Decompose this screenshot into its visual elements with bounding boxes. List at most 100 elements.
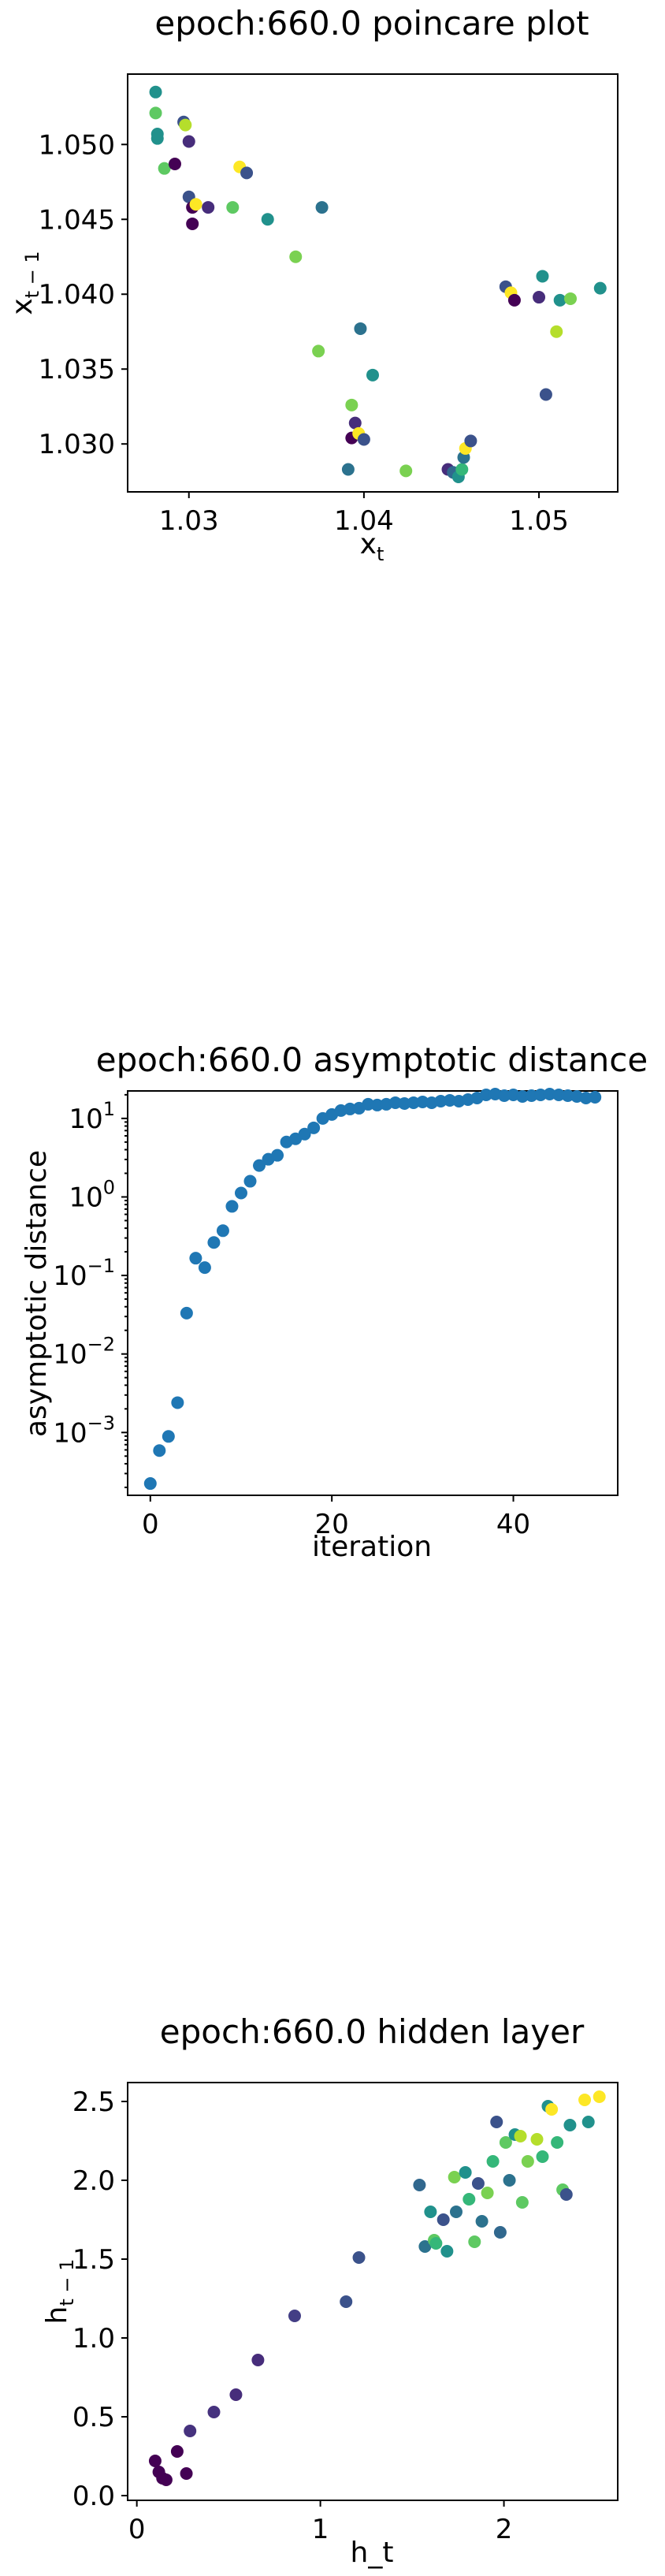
x-ticks: 0 1 2 <box>128 2500 513 2545</box>
scatter-point <box>563 2119 577 2131</box>
scatter-point <box>149 85 162 99</box>
scatter-point <box>149 106 162 120</box>
y-tick-label: 1.045 <box>39 204 115 236</box>
scatter-point <box>370 1098 384 1111</box>
scatter-point <box>189 1252 202 1265</box>
scatter-point <box>354 322 367 335</box>
scatter-point <box>153 1444 166 1457</box>
scatter-point <box>437 2213 450 2226</box>
scatter-point <box>486 2155 500 2168</box>
scatter-point <box>180 2467 193 2480</box>
x-tick-label: 0 <box>142 1509 159 1540</box>
scatter-point <box>413 2179 426 2191</box>
y-axis-label: asymptotic distance <box>20 1150 53 1437</box>
scatter-point <box>418 2240 432 2253</box>
scatter-point <box>475 2215 489 2228</box>
scatter-point <box>593 2090 606 2103</box>
scatter-point <box>143 1477 157 1491</box>
x-tick-label: 1.03 <box>159 505 219 537</box>
scatter-point <box>429 2237 443 2250</box>
scatter-point <box>158 162 171 175</box>
y-ticks: 1.030 1.035 1.040 1.045 1.050 <box>39 129 128 460</box>
scatter-point <box>162 1430 175 1443</box>
scatter-point <box>553 293 567 307</box>
scatter-point <box>184 2425 197 2437</box>
scatter-point <box>493 2226 507 2239</box>
scatter-point <box>545 2103 559 2116</box>
x-tick-label: 2 <box>496 2514 513 2545</box>
scatter-point <box>229 2388 243 2401</box>
y-tick-label: 2.0 <box>72 2165 115 2197</box>
scatter-point <box>448 2171 461 2183</box>
scatter-point <box>503 2174 516 2187</box>
scatter-point <box>171 1396 184 1409</box>
scatter-point <box>578 2094 592 2106</box>
y-axis-label: ht − 1 <box>41 2259 78 2325</box>
scatter-point <box>543 1087 556 1100</box>
x-tick-label: 1.04 <box>334 505 394 537</box>
scatter-point <box>464 434 477 448</box>
scatter-point <box>168 157 181 170</box>
scatter-point <box>416 1095 429 1108</box>
y-tick-label: 1.035 <box>39 354 115 385</box>
scatter-point <box>581 2116 595 2128</box>
scatter-point <box>593 281 607 295</box>
scatter-point <box>579 1091 593 1104</box>
x-tick-label: 1.05 <box>509 505 569 537</box>
y-tick-label: 2.5 <box>72 2086 115 2118</box>
x-axis-label: xt <box>360 528 385 565</box>
scatter-point <box>159 2474 173 2486</box>
scatter-point <box>507 293 521 307</box>
scatter-point <box>525 1089 538 1102</box>
scatter-point <box>468 2235 481 2248</box>
x-tick-label: 40 <box>496 1509 530 1540</box>
y-ticks: 10−3 10−2 10−1 100 101 <box>53 1093 128 1488</box>
scatter-point <box>533 291 546 304</box>
scatter-point <box>240 166 254 180</box>
scatter-point <box>189 198 202 211</box>
y-axis-label: xt − 1 <box>6 251 43 315</box>
scatter-point <box>481 2187 494 2199</box>
scatter-point <box>251 2354 265 2366</box>
hidden-layer-chart: epoch:660.0 hidden layer 0 1 2 0.0 0.5 1.0 1.… <box>41 2012 619 2569</box>
y-tick-label: 10−3 <box>53 1412 115 1449</box>
scatter-point <box>289 250 303 263</box>
scatter-point <box>225 1200 239 1213</box>
scatter-point <box>440 2245 454 2258</box>
scatter-point <box>234 1186 247 1200</box>
scatter-point <box>307 1121 321 1134</box>
y-tick-label: 10−1 <box>53 1255 115 1292</box>
scatter-point <box>148 2455 162 2467</box>
scatter-point <box>399 464 413 478</box>
scatter-point <box>459 2166 472 2179</box>
scatter-point <box>550 325 563 338</box>
scatter-point <box>298 1127 311 1141</box>
scatter-point <box>340 2295 353 2308</box>
scatter-point <box>530 2133 544 2146</box>
scatter-point <box>479 1088 492 1101</box>
scatter-point <box>449 2206 463 2218</box>
x-tick-label: 20 <box>315 1509 349 1540</box>
scatter-point <box>261 213 274 226</box>
scatter-point <box>388 1096 402 1109</box>
scatter-point <box>536 270 549 283</box>
x-ticks: 0 20 40 <box>142 1495 530 1540</box>
x-axis-label: h_t <box>351 2537 394 2569</box>
scatter-point <box>180 1306 193 1320</box>
scatter-point <box>521 2155 534 2168</box>
scatter-point <box>490 2116 503 2128</box>
scatter-point <box>253 1159 266 1172</box>
scatter-point <box>271 1148 284 1162</box>
scatter-points <box>148 2090 606 2486</box>
scatter-point <box>150 132 164 145</box>
scatter-point <box>589 1090 602 1104</box>
plot-frame <box>127 73 619 493</box>
y-tick-label: 100 <box>69 1176 115 1213</box>
scatter-point <box>170 2445 184 2458</box>
scatter-point <box>551 2136 564 2149</box>
scatter-point <box>243 1174 257 1188</box>
chart-title: epoch:660.0 asymptotic distance <box>96 1040 648 1079</box>
chart-title: epoch:660.0 poincare plot <box>154 4 589 43</box>
y-tick-label: 1.0 <box>72 2323 115 2355</box>
